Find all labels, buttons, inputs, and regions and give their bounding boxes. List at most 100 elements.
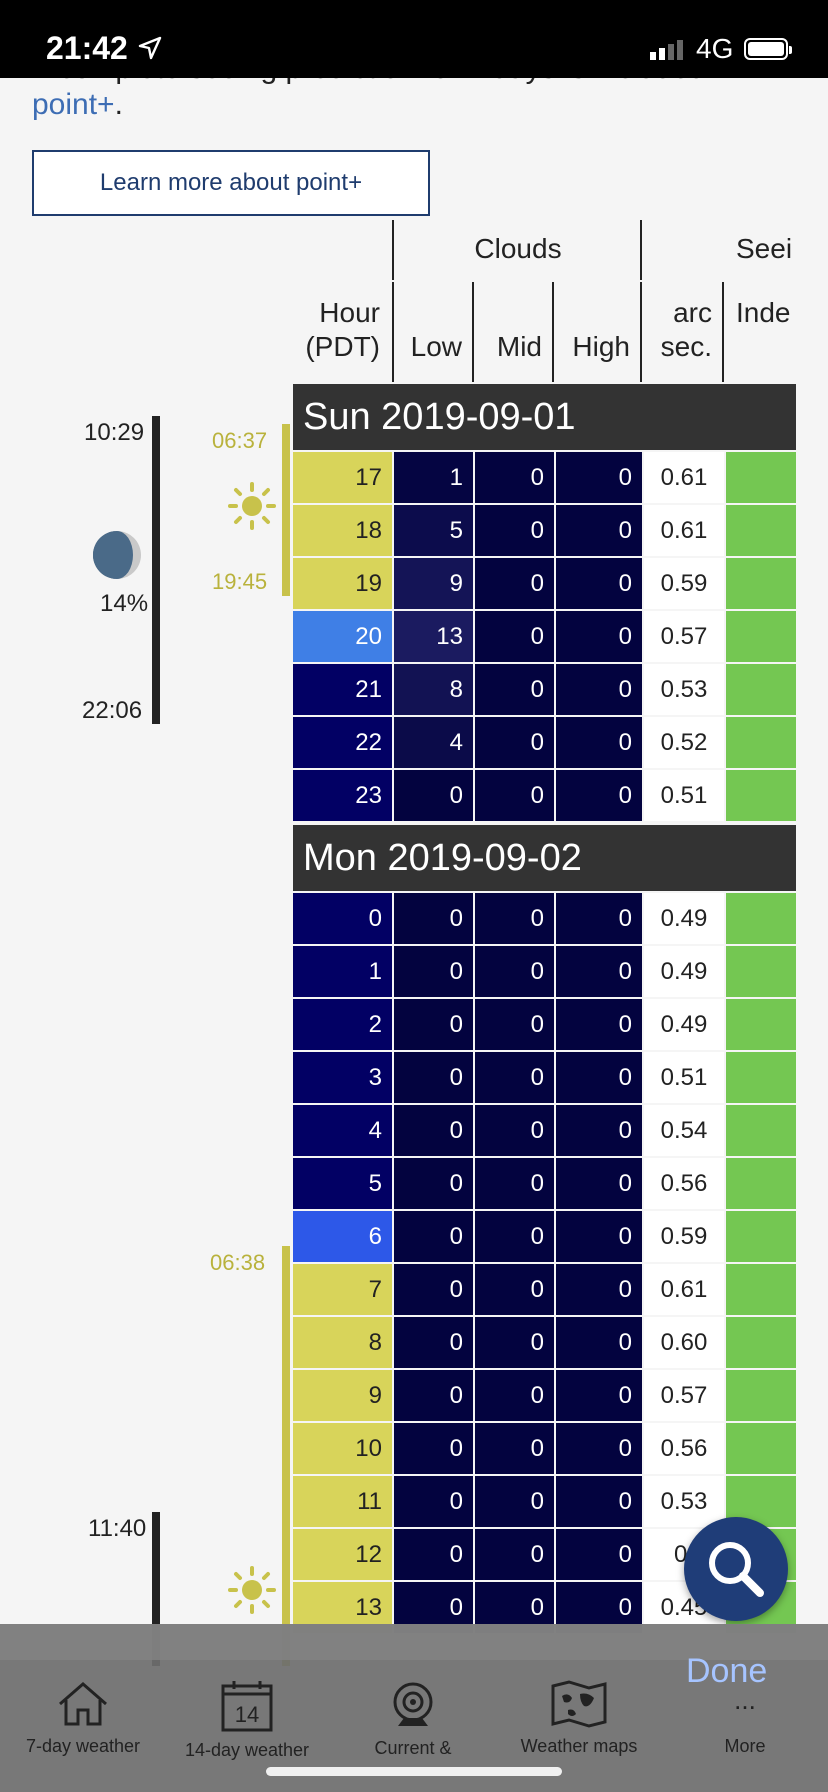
tab-weather-maps[interactable]: Weather maps xyxy=(496,1680,662,1757)
hour-cell: 23 xyxy=(293,770,392,821)
high-cell: 0 xyxy=(556,452,642,503)
hour-cell: 21 xyxy=(293,664,392,715)
high-cell: 0 xyxy=(556,1052,642,1103)
seeing-index-cell xyxy=(726,1158,796,1209)
mid-cell: 0 xyxy=(475,1105,554,1156)
arc-cell: 0.56 xyxy=(644,1423,724,1474)
low-cell: 0 xyxy=(394,1211,473,1262)
header-divider xyxy=(640,282,642,382)
mid-cell: 0 xyxy=(475,1158,554,1209)
mid-cell: 0 xyxy=(475,452,554,503)
hour-cell: 1 xyxy=(293,946,392,997)
hour-cell: 11 xyxy=(293,1476,392,1527)
low-cell: 0 xyxy=(394,1529,473,1580)
hour-cell: 17 xyxy=(293,452,392,503)
low-cell: 0 xyxy=(394,770,473,821)
day-header: Mon 2019-09-02 xyxy=(293,825,796,891)
sunrise-time: 06:37 xyxy=(212,428,268,453)
mid-cell: 0 xyxy=(475,1476,554,1527)
mid-cell: 0 xyxy=(475,1423,554,1474)
seeing-index-cell xyxy=(726,505,796,556)
high-cell: 0 xyxy=(556,1476,642,1527)
mid-cell: 0 xyxy=(475,770,554,821)
seeing-index-cell xyxy=(726,1423,796,1474)
sunset-time: 19:45 xyxy=(212,569,268,594)
mid-cell: 0 xyxy=(475,1052,554,1103)
seeing-index-cell xyxy=(726,1370,796,1421)
high-cell: 0 xyxy=(556,558,642,609)
tab-more[interactable]: ... More xyxy=(662,1680,828,1757)
hour-cell: 2 xyxy=(293,999,392,1050)
arc-cell: 0.61 xyxy=(644,505,724,556)
moon-illumination: 14% xyxy=(100,590,149,617)
point-plus-link[interactable]: point+ xyxy=(32,88,115,121)
hour-cell: 0 xyxy=(293,893,392,944)
done-button[interactable]: Done xyxy=(686,1652,768,1690)
arc-cell: 0.53 xyxy=(644,664,724,715)
tab-current-webcams[interactable]: Current & xyxy=(330,1680,496,1759)
header-low: Low xyxy=(410,331,462,362)
hour-cell: 8 xyxy=(293,1317,392,1368)
header-divider xyxy=(640,220,642,280)
hour-cell: 4 xyxy=(293,1105,392,1156)
tab-14-day-weather[interactable]: 14 14-day weather xyxy=(164,1680,330,1761)
arc-cell: 0.57 xyxy=(644,611,724,662)
hour-cell: 18 xyxy=(293,505,392,556)
low-cell: 0 xyxy=(394,1264,473,1315)
tab-label: 14-day weather xyxy=(184,1740,310,1760)
high-cell: 0 xyxy=(556,1158,642,1209)
arc-cell: 0.60 xyxy=(644,1317,724,1368)
hour-cell: 5 xyxy=(293,1158,392,1209)
hour-cell: 20 xyxy=(293,611,392,662)
high-cell: 0 xyxy=(556,1317,642,1368)
mid-cell: 0 xyxy=(475,717,554,768)
high-cell: 0 xyxy=(556,1529,642,1580)
tab-label: Weather maps xyxy=(520,1736,638,1756)
seeing-index-cell xyxy=(726,1211,796,1262)
mid-cell: 0 xyxy=(475,1529,554,1580)
seeing-index-cell xyxy=(726,770,796,821)
high-cell: 0 xyxy=(556,1423,642,1474)
low-cell: 9 xyxy=(394,558,473,609)
hour-cell: 12 xyxy=(293,1529,392,1580)
day-header: Sun 2019-09-01 xyxy=(293,384,796,450)
header-divider xyxy=(392,220,394,280)
arc-cell: 0.54 xyxy=(644,1105,724,1156)
low-cell: 0 xyxy=(394,999,473,1050)
mid-cell: 0 xyxy=(475,611,554,662)
moon-visibility-bar-day2 xyxy=(152,1512,160,1666)
mid-cell: 0 xyxy=(475,1370,554,1421)
map-icon xyxy=(551,1680,607,1728)
mid-cell: 0 xyxy=(475,1264,554,1315)
header-divider xyxy=(722,282,724,382)
tab-label: More xyxy=(724,1736,766,1756)
header-seeing: Seei xyxy=(736,233,793,264)
calendar-icon: 14 xyxy=(221,1681,273,1732)
arc-cell: 0.52 xyxy=(644,717,724,768)
high-cell: 0 xyxy=(556,664,642,715)
home-indicator[interactable] xyxy=(266,1767,562,1776)
learn-more-button[interactable]: Learn more about point+ xyxy=(32,150,430,216)
status-time: 21:42 xyxy=(46,30,128,66)
arc-cell: 0.59 xyxy=(644,1211,724,1262)
moonrise-time-day2: 11:40 xyxy=(88,1515,147,1542)
moonrise-time: 10:29 xyxy=(84,419,145,446)
webcam-icon xyxy=(393,1682,433,1726)
search-icon xyxy=(709,1542,764,1597)
daylight-bar xyxy=(282,424,290,596)
mid-cell: 0 xyxy=(475,505,554,556)
moon-visibility-bar xyxy=(152,416,160,724)
intro-period: . xyxy=(114,88,123,121)
header-hour: Hour (PDT) xyxy=(305,297,380,362)
arc-cell: 0.49 xyxy=(644,999,724,1050)
arc-cell: 0.57 xyxy=(644,1370,724,1421)
house-icon xyxy=(59,1682,107,1726)
low-cell: 0 xyxy=(394,1317,473,1368)
low-cell: 8 xyxy=(394,664,473,715)
low-cell: 13 xyxy=(394,611,473,662)
tab-7-day-weather[interactable]: 7-day weather xyxy=(0,1680,166,1757)
location-arrow-icon xyxy=(138,36,162,60)
search-button[interactable] xyxy=(684,1517,788,1621)
arc-cell: 0.56 xyxy=(644,1158,724,1209)
seeing-index-cell xyxy=(726,946,796,997)
